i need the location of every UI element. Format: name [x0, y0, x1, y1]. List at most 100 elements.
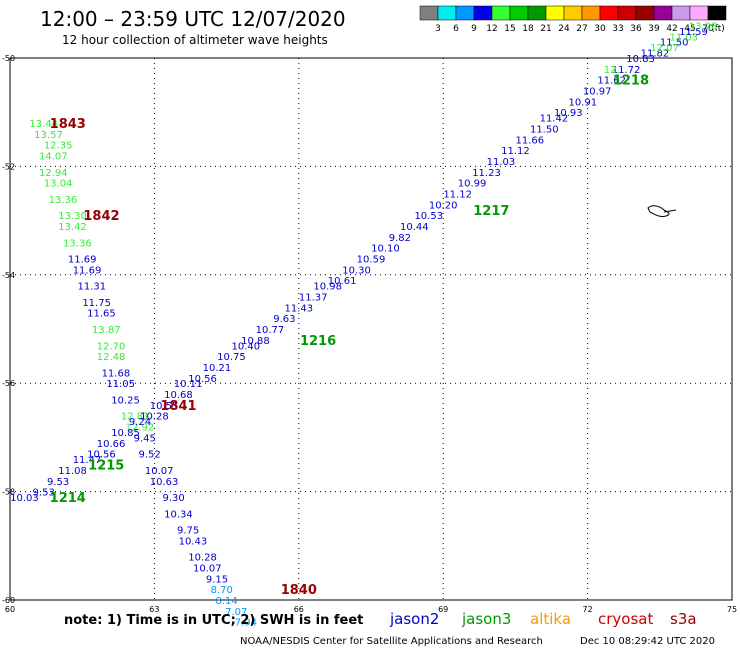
wave-height-value: 7.07	[225, 607, 247, 618]
wave-height-value: 14.07	[39, 152, 68, 163]
legend-swatch	[635, 5, 655, 21]
legend-label: 12	[486, 24, 497, 34]
chart-subtitle: 12 hour collection of altimeter wave hei…	[62, 33, 328, 47]
wave-height-value: 13.36	[63, 238, 92, 249]
pass-time-label: 1842	[83, 209, 119, 224]
wave-height-value: 9.24	[129, 417, 151, 428]
legend-swatch	[599, 5, 619, 21]
satellite-name: jason3	[461, 610, 511, 628]
wave-height-value: 12.07	[650, 43, 679, 54]
legend-label: 9	[471, 24, 477, 34]
wave-height-value: 10.56	[87, 450, 116, 461]
legend-swatch	[653, 5, 673, 21]
wave-height-value: 11.65	[87, 309, 116, 320]
legend-swatch	[491, 5, 511, 21]
wave-height-value: 10.43	[179, 536, 208, 547]
pass-time-label: 1214	[50, 491, 86, 506]
wave-height-value: 13.57	[34, 130, 63, 141]
legend-label: 6	[453, 24, 459, 34]
wave-height-value: 7.94	[235, 618, 257, 629]
legend-swatch	[707, 5, 727, 21]
wave-height-value: 11.69	[68, 255, 97, 266]
island-outline	[647, 205, 677, 217]
wave-height-value: 11.68	[102, 368, 131, 379]
wave-height-value: 12.48	[97, 352, 126, 363]
wave-height-value: 13.44	[29, 119, 58, 130]
footer-note: note: 1) Time is in UTC; 2) SWH is in fe…	[64, 613, 363, 628]
legend-swatch	[509, 5, 529, 21]
wave-height-value: 9.63	[273, 314, 295, 325]
satellite-name: jason2	[389, 610, 439, 628]
wave-height-value: 10.99	[458, 179, 487, 190]
wave-height-value: 10.53	[414, 211, 443, 222]
wave-height-value: 11.37	[299, 292, 328, 303]
wave-height-value: 10.30	[342, 265, 371, 276]
wave-height-value: 9.53	[33, 488, 55, 499]
pass-time-label: 1843	[50, 117, 86, 132]
wave-height-value: 11.82	[641, 49, 670, 60]
wave-height-value: 11.66	[516, 135, 545, 146]
x-tick-label: 69	[438, 605, 448, 614]
wave-height-value: 8.70	[211, 585, 233, 596]
legend-swatch	[527, 5, 547, 21]
wave-height-value: 10.10	[371, 244, 400, 255]
pass-time-label: 1841	[160, 399, 196, 414]
wave-height-value: 10.63	[150, 477, 179, 488]
wave-height-value: 12.94	[39, 168, 68, 179]
wave-height-value: 10.07	[193, 563, 222, 574]
legend-label: 27	[576, 24, 587, 34]
wave-height-value: 11.72	[612, 65, 641, 76]
chart-title: 12:00 – 23:59 UTC 12/07/2020	[40, 7, 346, 31]
wave-height-value: 10.66	[97, 439, 126, 450]
wave-height-value: 10.28	[188, 553, 217, 564]
legend-swatch	[671, 5, 691, 21]
wave-height-value: 11.03	[487, 157, 516, 168]
island-spit	[663, 209, 677, 213]
legend-swatch	[581, 5, 601, 21]
wave-height-value: 10.59	[357, 255, 386, 266]
wave-height-value: 11.69	[73, 265, 102, 276]
pass-time-label: 1216	[300, 334, 336, 349]
legend-label: 36	[630, 24, 642, 34]
x-tick-label: 60	[5, 605, 15, 614]
wave-height-value: 9.45	[134, 433, 156, 444]
wave-height-value: 11.05	[106, 379, 135, 390]
axis-ticks: 60 63 66 69 72 75 -50 -52 -54 -56 -58 -60	[2, 54, 737, 614]
legend-label: 18	[522, 24, 534, 34]
satellite-name: altika	[530, 610, 571, 628]
wave-height-value: 9.52	[138, 450, 160, 461]
legend-swatch	[617, 5, 637, 21]
wave-height-value: 10.85	[111, 428, 140, 439]
wave-height-value: 11.12	[443, 190, 472, 201]
wave-height-value: 13.30	[58, 211, 87, 222]
wave-height-value: 10.20	[429, 200, 458, 211]
legend-swatch	[545, 5, 565, 21]
legend-label: 15	[504, 24, 515, 34]
wave-height-value: 11.08	[58, 466, 87, 477]
legend-label: 3	[435, 24, 441, 34]
wave-height-value: 11.62	[597, 76, 626, 87]
y-tick-label: -60	[2, 596, 15, 605]
wave-height-value: 10.56	[188, 374, 217, 385]
wave-height-value: 12.92	[126, 423, 155, 434]
wave-height-value: 13.04	[44, 179, 73, 190]
wave-height-value: 11.42	[540, 114, 569, 125]
legend-label: 30	[594, 24, 606, 34]
wave-height-value: 10.25	[111, 395, 140, 406]
legend-swatch	[563, 5, 583, 21]
legend-label: 45	[684, 24, 695, 34]
wave-height-value: 13.36	[49, 195, 78, 206]
wave-height-value: 9.75	[177, 526, 199, 537]
footer-credit: NOAA/NESDIS Center for Satellite Applica…	[240, 636, 543, 647]
wave-height-value: 10.34	[164, 509, 193, 520]
wave-height-value: 11.43	[284, 303, 313, 314]
wave-height-value: 11.47	[73, 455, 102, 466]
wave-height-value: 10.97	[583, 87, 612, 98]
legend-label: 24	[558, 24, 570, 34]
pass-time-label: 1218	[613, 74, 649, 89]
wave-height-value: 12.81	[121, 412, 150, 423]
legend-unit: (ft)	[711, 24, 725, 34]
